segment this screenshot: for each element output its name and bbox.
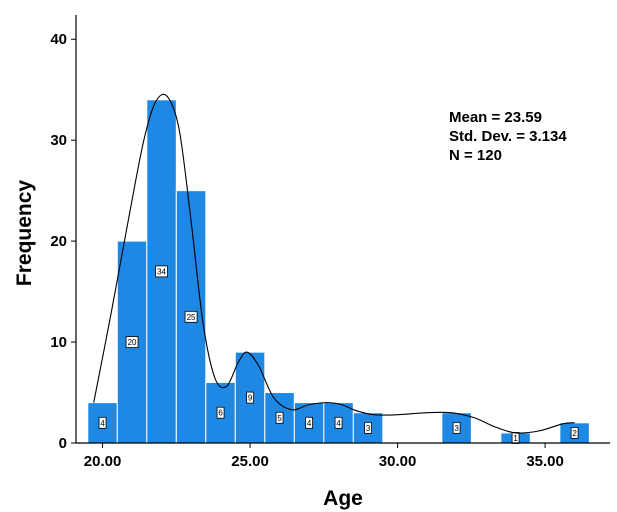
value-label-box [364, 421, 372, 434]
value-label: 5 [277, 414, 282, 423]
y-tick-label: 10 [50, 334, 67, 351]
value-label: 25 [187, 313, 196, 322]
value-label-box [305, 416, 313, 429]
x-ticks-group: 20.00 25.00 30.00 35.00 [84, 443, 564, 470]
y-axis-title: Frequency [13, 180, 36, 287]
value-label: 4 [307, 419, 312, 428]
x-axis-title: Age [323, 487, 363, 510]
x-tick-label: 20.00 [84, 453, 122, 470]
value-label-box [155, 265, 168, 278]
value-label: 4 [100, 419, 105, 428]
value-label-box [216, 406, 225, 419]
y-tick-label: 40 [50, 31, 67, 48]
y-tick-label: 0 [59, 435, 67, 452]
x-tick-label: 35.00 [526, 453, 564, 470]
value-label: 4 [336, 419, 341, 428]
stat-mean: Mean = 23.59 [449, 109, 542, 126]
value-label: 1 [513, 434, 518, 443]
value-label: 20 [128, 338, 137, 347]
value-label-box [452, 421, 461, 434]
value-label: 3 [366, 424, 371, 433]
value-label-box [184, 310, 198, 323]
y-ticks-group: 0 10 20 30 40 [50, 31, 76, 452]
value-label-box [98, 416, 107, 429]
stat-std-dev: Std. Dev. = 3.134 [449, 128, 567, 145]
value-label-box [570, 427, 579, 439]
value-label: 3 [454, 424, 459, 433]
x-tick-label: 25.00 [231, 453, 269, 470]
x-tick-label: 30.00 [379, 453, 417, 470]
value-label: 2 [572, 429, 577, 438]
value-label-box [334, 416, 343, 429]
value-label: 6 [218, 409, 223, 418]
y-tick-label: 30 [50, 132, 67, 149]
value-label: 9 [248, 394, 253, 403]
histogram-bar [293, 402, 325, 444]
density-curve [93, 93, 575, 434]
value-label-box [275, 411, 284, 424]
value-labels-group: 4 20 34 25 6 9 5 4 4 3 3 1 2 [98, 265, 579, 444]
value-label-box [246, 391, 254, 404]
value-label: 34 [157, 267, 166, 276]
value-label-box [125, 336, 139, 348]
y-tick-label: 20 [50, 233, 67, 250]
stat-n: N = 120 [449, 147, 502, 164]
